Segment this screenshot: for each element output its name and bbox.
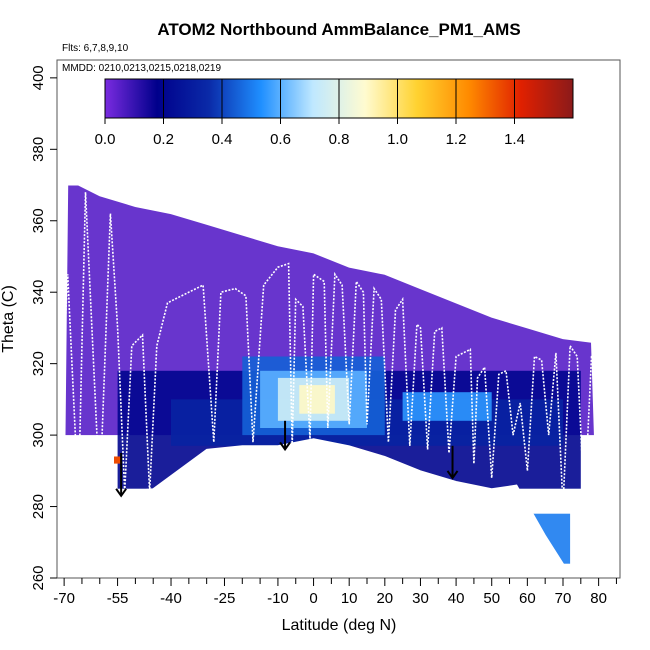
- x-tick-label: -25: [214, 590, 236, 607]
- colorbar-tick-label: 0.6: [270, 131, 291, 148]
- colorbar-tick-label: 1.4: [504, 131, 525, 148]
- y-tick-label: 260: [30, 565, 47, 590]
- x-tick-label: 80: [590, 590, 607, 607]
- plot-frame: [56, 59, 621, 579]
- y-tick-label: 340: [30, 280, 47, 305]
- y-tick-label: 300: [30, 423, 47, 448]
- dates-label: MMDD: 0210,0213,0215,0218,0219: [62, 63, 221, 74]
- x-tick-label: 70: [555, 590, 572, 607]
- y-tick-label: 320: [30, 351, 47, 376]
- x-tick-label: -70: [53, 590, 75, 607]
- colorbar-tick-label: 0.0: [95, 131, 116, 148]
- heatmap-cell: [520, 513, 571, 564]
- colorbar-tick-label: 0.8: [329, 131, 350, 148]
- x-tick-label: 20: [376, 590, 393, 607]
- colorbar-tick-label: 1.0: [387, 131, 408, 148]
- colorbar-tick-label: 1.2: [446, 131, 467, 148]
- arrow-head: [279, 441, 291, 452]
- x-tick-label: 40: [448, 590, 465, 607]
- x-tick-label: 10: [341, 590, 358, 607]
- y-tick-label: 360: [30, 208, 47, 233]
- arrows: [115, 420, 459, 498]
- data-envelope-outline: [63, 184, 600, 575]
- x-axis-title: Latitude (deg N): [282, 617, 397, 634]
- colorbar-tick-label: 0.4: [212, 131, 233, 148]
- x-tick-label: -40: [160, 590, 182, 607]
- x-tick-label: 50: [483, 590, 500, 607]
- x-tick-label: -10: [267, 590, 289, 607]
- flight-track-line: [56, 192, 599, 507]
- colorbar-tick-label: 0.2: [153, 131, 174, 148]
- flights-label: Flts: 6,7,8,9,10: [62, 43, 129, 54]
- arrow-head: [446, 470, 459, 480]
- y-axis-title: Theta (C): [0, 285, 17, 353]
- y-axis: 260 280 300 320 340 360 380 400: [30, 65, 57, 591]
- y-tick-label: 380: [30, 137, 47, 162]
- x-tick-label: -55: [107, 590, 129, 607]
- chart-title: ATOM2 Northbound AmmBalance_PM1_AMS: [157, 20, 520, 39]
- x-tick-label: 0: [309, 590, 317, 607]
- colorbar: 0.0 0.2 0.4 0.6 0.8 1.0 1.2 1.4: [95, 78, 574, 148]
- heatmap-cell: [114, 456, 122, 464]
- arrow-head: [115, 488, 127, 498]
- colorbar-ticks: 0.0 0.2 0.4 0.6 0.8 1.0 1.2 1.4: [95, 79, 525, 148]
- y-tick-label: 280: [30, 494, 47, 519]
- x-tick-label: 30: [412, 590, 429, 607]
- y-tick-label: 400: [30, 65, 47, 90]
- x-axis: -70 -55 -40 -25 -10 0 10 20 30 40 50 60 70 80: [53, 578, 617, 607]
- x-tick-label: 60: [519, 590, 536, 607]
